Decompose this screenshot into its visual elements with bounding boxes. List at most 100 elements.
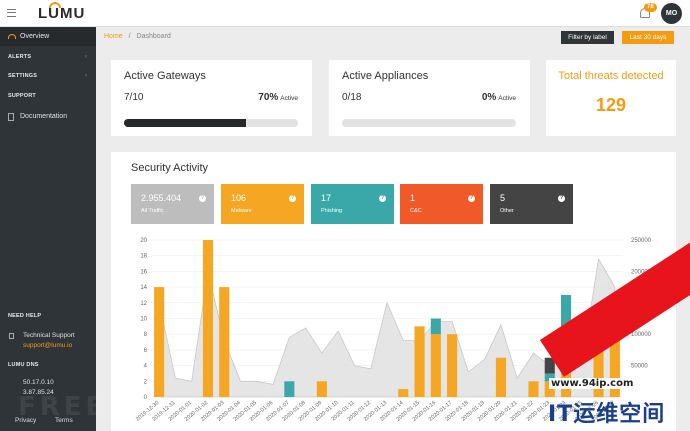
phishing-bar bbox=[284, 381, 295, 397]
tile-value: 1 bbox=[410, 193, 416, 203]
sidebar: Overview ALERTS ‹ SETTINGS ‹ SUPPORT Doc… bbox=[0, 27, 96, 431]
stat-tile-other[interactable]: 5 Other? bbox=[490, 184, 573, 224]
y-tick-label: 20 bbox=[140, 238, 147, 244]
card-value: 0/18 bbox=[342, 92, 362, 103]
y-tick-label: 2 bbox=[144, 379, 148, 385]
stat-tile-phishing[interactable]: 17 Phishing? bbox=[311, 184, 394, 224]
gateways-progress-bar bbox=[124, 119, 298, 127]
appliances-progress-bar bbox=[342, 119, 516, 127]
y-tick-label: 10 bbox=[140, 317, 147, 323]
help-icon[interactable]: ? bbox=[468, 195, 475, 202]
dns-primary: 50.17.0.10 bbox=[23, 379, 54, 386]
breadcrumb-separator: / bbox=[128, 33, 131, 40]
notification-badge: 78 bbox=[644, 3, 657, 12]
support-icon bbox=[9, 333, 14, 339]
y2-tick-label: 250000 bbox=[631, 238, 652, 244]
y-tick-label: 16 bbox=[140, 269, 147, 275]
malware-bar bbox=[593, 349, 604, 397]
y-tick-label: 8 bbox=[144, 332, 148, 338]
malware-bar bbox=[609, 326, 620, 397]
card-title: Active Appliances bbox=[342, 70, 429, 82]
phishing-bar bbox=[560, 294, 572, 335]
card-title: Total threats detected bbox=[558, 70, 664, 82]
malware-bar bbox=[447, 334, 458, 397]
phishing-bar bbox=[544, 373, 555, 382]
privacy-link[interactable]: Privacy bbox=[15, 417, 37, 424]
active-appliances-card: Active Appliances 0/18 0% Active bbox=[329, 60, 530, 136]
phishing-bar bbox=[430, 318, 441, 335]
y2-tick-label: 200000 bbox=[631, 269, 652, 275]
card-percent: 0% Active bbox=[481, 92, 516, 103]
other-bar bbox=[544, 357, 555, 374]
security-activity-panel: Security Activity 2.955.404 All Traffic? 1… bbox=[111, 152, 676, 431]
dns-secondary: 3.87.85.24 bbox=[23, 389, 54, 396]
logo[interactable]: LUMU bbox=[38, 5, 86, 22]
document-icon bbox=[8, 113, 14, 121]
dashboard-icon bbox=[8, 34, 16, 39]
sidebar-item-alerts[interactable]: ALERTS ‹ bbox=[0, 54, 96, 64]
sidebar-item-label: SETTINGS bbox=[8, 73, 38, 79]
menu-icon[interactable] bbox=[7, 9, 16, 17]
active-gateways-card: Active Gateways 7/10 70% Active bbox=[111, 60, 312, 136]
support-email-link[interactable]: support@lumu.io bbox=[23, 342, 73, 349]
tile-label: Other bbox=[500, 208, 514, 214]
malware-bar bbox=[202, 240, 214, 397]
filter-by-label-button[interactable]: Filter by label bbox=[561, 31, 614, 44]
malware-bar bbox=[528, 381, 539, 397]
malware-bar bbox=[219, 287, 230, 397]
y-tick-label: 0 bbox=[144, 395, 148, 401]
y-tick-label: 18 bbox=[140, 254, 147, 260]
malware-bar bbox=[544, 381, 555, 397]
card-title: Active Gateways bbox=[124, 70, 206, 82]
card-value: 129 bbox=[595, 95, 627, 115]
help-icon[interactable]: ? bbox=[289, 195, 296, 202]
help-icon[interactable]: ? bbox=[558, 195, 565, 202]
help-icon[interactable]: ? bbox=[199, 195, 206, 202]
tile-value: 2.955.404 bbox=[141, 193, 182, 203]
avatar[interactable]: MO bbox=[661, 3, 682, 24]
y-tick-label: 4 bbox=[144, 364, 148, 370]
y-tick-label: 12 bbox=[140, 301, 147, 307]
y2-tick-label: 50000 bbox=[631, 364, 648, 370]
malware-bar bbox=[430, 334, 441, 397]
stat-tile-all-traffic[interactable]: 2.955.404 All Traffic? bbox=[131, 184, 214, 224]
malware-bar bbox=[414, 326, 425, 397]
card-percent: 70% Active bbox=[258, 92, 298, 103]
sidebar-item-documentation[interactable]: Documentation bbox=[0, 113, 96, 123]
stat-tile-malware[interactable]: 106 Malware? bbox=[221, 184, 304, 224]
sidebar-item-settings[interactable]: SETTINGS ‹ bbox=[0, 73, 96, 83]
sidebar-item-label: ALERTS bbox=[8, 54, 32, 60]
stat-tile-c-c[interactable]: 1 C&C? bbox=[400, 184, 483, 224]
breadcrumb-current: Dashboard bbox=[136, 33, 171, 40]
breadcrumb: Home / Dashboard bbox=[104, 33, 171, 40]
chevron-left-icon: ‹ bbox=[85, 73, 87, 79]
section-heading: LUMU DNS bbox=[8, 362, 39, 368]
date-range-button[interactable]: Last 30 days bbox=[622, 31, 674, 44]
sidebar-item-label: Documentation bbox=[20, 113, 68, 120]
total-threats-card: Total threats detected 129 bbox=[546, 60, 676, 136]
tile-label: Malware bbox=[231, 208, 252, 214]
technical-support-label: Technical Support bbox=[23, 332, 75, 339]
panel-title: Security Activity bbox=[131, 162, 209, 174]
sidebar-item-overview[interactable]: Overview bbox=[0, 28, 96, 46]
section-heading: NEED HELP bbox=[8, 313, 42, 319]
tile-label: C&C bbox=[410, 208, 422, 214]
terms-link[interactable]: Terms bbox=[55, 417, 73, 424]
malware-bar bbox=[154, 287, 165, 397]
tile-label: Phishing bbox=[321, 208, 343, 214]
malware-bar bbox=[316, 381, 327, 397]
help-icon[interactable]: ? bbox=[379, 195, 386, 202]
chevron-left-icon: ‹ bbox=[85, 54, 87, 60]
malware-bar bbox=[495, 357, 506, 397]
progress-fill bbox=[124, 119, 246, 127]
tile-label: All Traffic bbox=[141, 208, 164, 214]
watermark-brand: IT运维空间 bbox=[548, 402, 666, 427]
y2-tick-label: 100000 bbox=[631, 332, 652, 338]
logo-mark bbox=[49, 2, 61, 8]
watermark-freebuf: FREEBUF bbox=[18, 392, 178, 422]
y-tick-label: 6 bbox=[144, 348, 148, 354]
security-activity-chart: 0246810121416182050000100000150000200000… bbox=[135, 238, 652, 422]
sidebar-item-label: Overview bbox=[20, 33, 50, 40]
breadcrumb-home-link[interactable]: Home bbox=[104, 33, 123, 40]
tile-value: 17 bbox=[321, 193, 332, 203]
